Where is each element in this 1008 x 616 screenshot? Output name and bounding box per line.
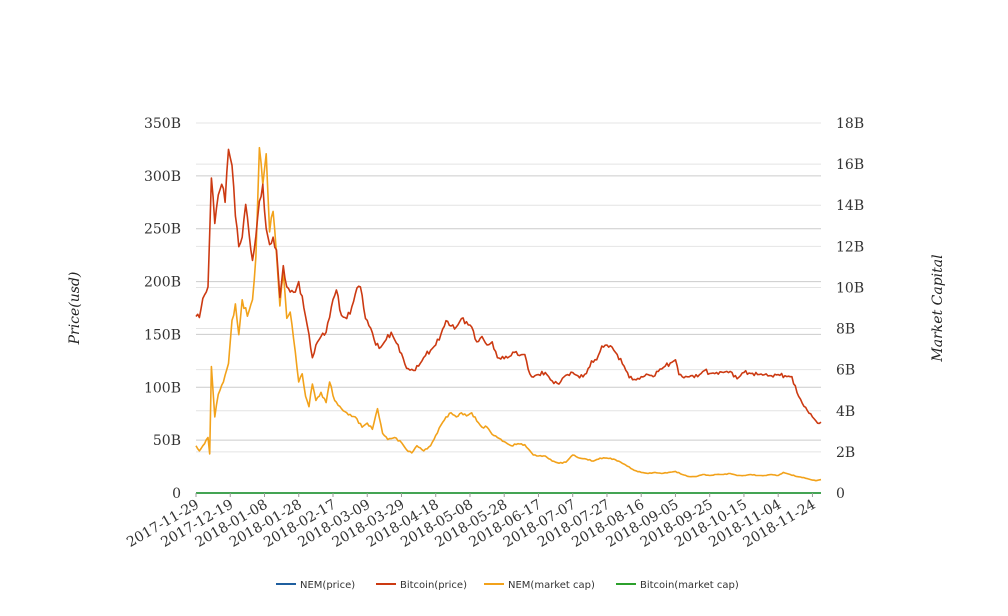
y-tick-label: 0: [172, 486, 181, 502]
y2-tick-label: 8B: [836, 322, 855, 338]
y2-tick-label: 18B: [836, 116, 864, 132]
y2-tick-label: 4B: [836, 404, 855, 420]
legend: NEM(price) Bitcoin(price) NEM(market cap) B…: [276, 580, 739, 591]
y2-tick-label: 10B: [836, 280, 864, 296]
y-tick-label: 150B: [144, 327, 181, 343]
y-tick-label: 350B: [144, 116, 181, 132]
y2-tick-label: 0: [836, 486, 845, 502]
right-axis-ticks: 0 2B 4B 6B 8B 10B 12B 14B 16B 18B: [836, 116, 864, 502]
series-lines: [195, 146, 822, 494]
y2-tick-label: 14B: [836, 198, 864, 214]
y2-tick-label: 6B: [836, 363, 855, 379]
x-axis-ticks: 2017-11-292017-12-192018-01-082018-01-28…: [124, 493, 819, 551]
y-tick-label: 50B: [153, 433, 181, 449]
y2-tick-label: 2B: [836, 445, 855, 461]
legend-label: Bitcoin(price): [400, 580, 467, 591]
y2-tick-label: 12B: [836, 239, 864, 255]
legend-label: NEM(market cap): [508, 580, 595, 591]
y2-tick-label: 16B: [836, 157, 864, 173]
gridlines: [196, 122, 821, 494]
y2-axis-title: Market Capital: [930, 254, 946, 362]
legend-label: NEM(price): [300, 580, 355, 591]
legend-label: Bitcoin(market cap): [640, 580, 739, 591]
left-axis-ticks: 0 50B 100B 150B 200B 250B 300B 350B: [144, 116, 181, 502]
y-tick-label: 200B: [144, 275, 181, 291]
series-line-1: [195, 148, 822, 425]
y-tick-label: 100B: [144, 380, 181, 396]
y-axis-title: Price(usd): [67, 272, 83, 346]
series-line-2: [195, 146, 822, 482]
y-tick-label: 250B: [144, 222, 181, 238]
y-tick-label: 300B: [144, 169, 181, 185]
